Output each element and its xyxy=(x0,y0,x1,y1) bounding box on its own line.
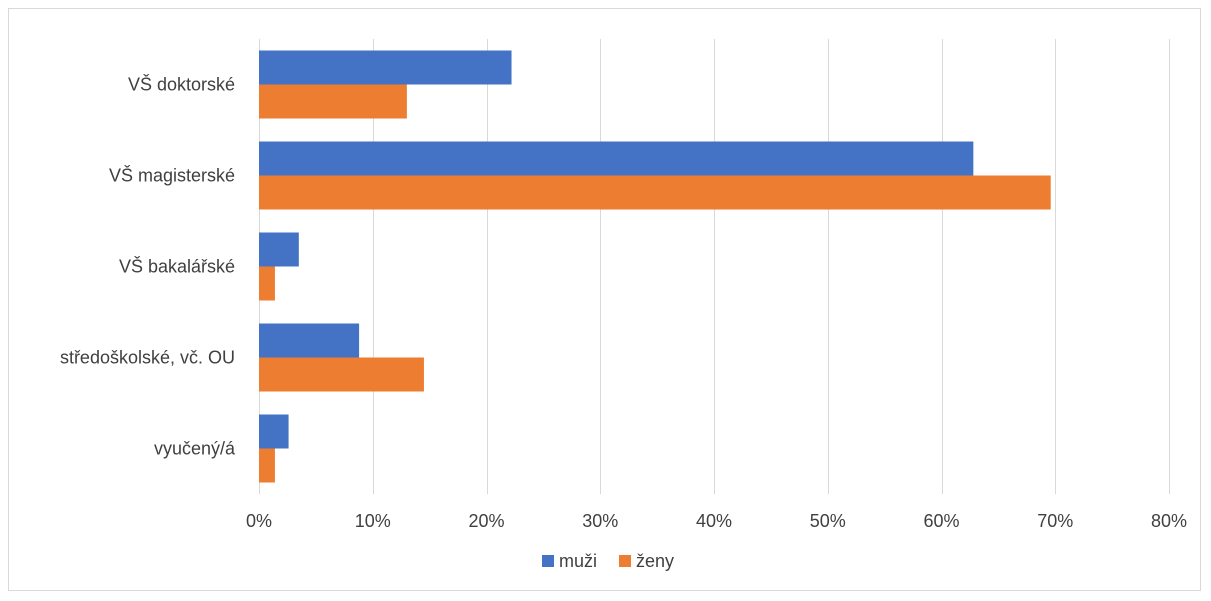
category-label: VŠ magisterské xyxy=(109,165,235,186)
legend: muži ženy xyxy=(542,551,674,571)
x-tick-label: 40% xyxy=(696,511,732,531)
bar-muži-0 xyxy=(259,50,512,85)
bar-ženy-3 xyxy=(259,357,424,392)
x-axis-tick-labels: 0% 10% 20% 30% 40% 50% 60% 70% 80% xyxy=(246,511,1187,531)
category-label: VŠ doktorské xyxy=(128,74,235,95)
bar-ženy-1 xyxy=(259,175,1051,210)
category-label: středoškolské, vč. OU xyxy=(60,348,235,368)
bar-muži-3 xyxy=(259,323,360,358)
legend-label: muži xyxy=(559,551,597,571)
bar-muži-4 xyxy=(259,414,289,449)
bar-ženy-0 xyxy=(259,84,407,119)
legend-label: ženy xyxy=(636,551,674,571)
category-label: vyučený/á xyxy=(154,439,236,459)
bar-ženy-2 xyxy=(259,266,275,301)
bar-muži-2 xyxy=(259,232,299,267)
x-tick-label: 60% xyxy=(923,511,959,531)
x-tick-label: 0% xyxy=(246,511,272,531)
bars xyxy=(259,50,1051,483)
x-tick-label: 20% xyxy=(468,511,504,531)
x-tick-label: 50% xyxy=(810,511,846,531)
bar-chart: VŠ doktorské VŠ magisterské VŠ bakalářské s… xyxy=(60,39,1187,571)
x-tick-label: 70% xyxy=(1037,511,1073,531)
bar-ženy-4 xyxy=(259,448,275,483)
chart-frame: VŠ doktorské VŠ magisterské VŠ bakalářské s… xyxy=(8,8,1201,591)
x-tick-label: 80% xyxy=(1151,511,1187,531)
legend-swatch-muži xyxy=(542,555,554,567)
category-label: VŠ bakalářské xyxy=(119,256,235,277)
bar-muži-1 xyxy=(259,141,974,176)
x-tick-label: 30% xyxy=(582,511,618,531)
x-tick-label: 10% xyxy=(355,511,391,531)
legend-swatch-ženy xyxy=(619,555,631,567)
category-labels: VŠ doktorské VŠ magisterské VŠ bakalářské s… xyxy=(60,74,236,459)
